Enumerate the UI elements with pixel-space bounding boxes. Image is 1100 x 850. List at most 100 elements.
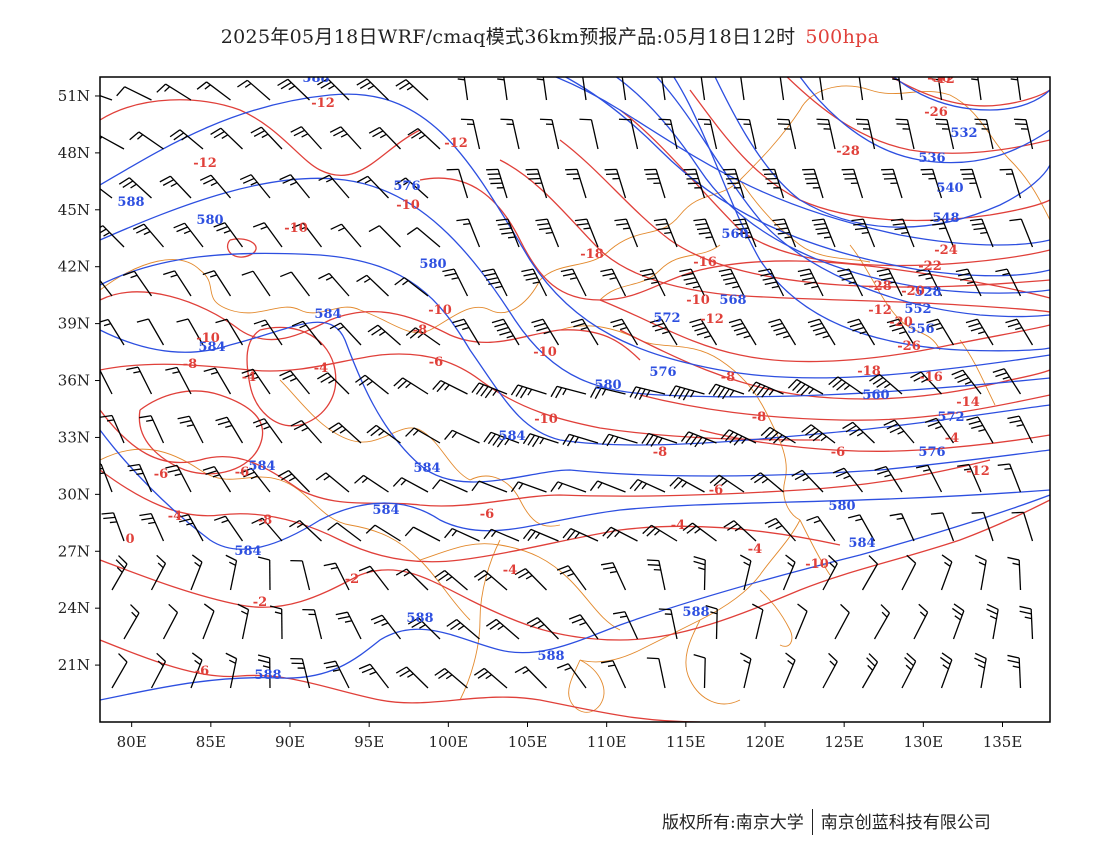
wind-barb	[368, 126, 401, 150]
temperature-contour-label: -8	[752, 410, 766, 425]
wind-barb	[834, 603, 850, 640]
coastline-border-line	[279, 379, 471, 481]
lat-label: 24N	[58, 599, 90, 617]
wind-barb	[446, 619, 480, 640]
wind-barb	[190, 652, 203, 689]
wind-barb	[406, 227, 441, 248]
wind-barb	[600, 562, 627, 591]
wind-barb	[241, 270, 271, 297]
wind-barb	[669, 476, 705, 493]
wind-barb	[723, 168, 745, 199]
height-contour-label: 588	[682, 605, 709, 620]
temperature-contour-label: -8	[258, 513, 272, 528]
height-contour-line	[564, 77, 1050, 277]
coastline-border-line	[799, 519, 831, 576]
wind-barb	[165, 366, 192, 395]
lon-label: 130E	[904, 733, 944, 751]
wind-barb	[367, 324, 401, 346]
wind-barb	[289, 519, 322, 542]
wind-barb	[1007, 654, 1022, 689]
wind-barb	[159, 175, 192, 199]
wind-barb	[257, 654, 271, 689]
wind-barb	[869, 373, 903, 395]
wind-barb	[855, 118, 876, 150]
coastline-border-line	[739, 179, 871, 263]
wind-barb	[215, 416, 244, 444]
wind-barb	[510, 481, 547, 493]
wind-barb	[473, 667, 508, 689]
wind-barb	[483, 431, 520, 448]
wind-barb	[405, 327, 441, 346]
wind-barb	[280, 271, 311, 297]
wind-barb	[279, 370, 311, 395]
wind-barb	[162, 603, 179, 640]
temperature-contour-line	[499, 159, 1050, 313]
wind-barb	[100, 414, 125, 444]
height-contour-line	[714, 77, 1050, 228]
wind-barb	[847, 318, 876, 346]
temperature-contour-label: -30	[927, 71, 951, 86]
wind-barb	[689, 318, 718, 346]
wind-barb	[213, 222, 244, 248]
wind-barb	[895, 118, 915, 150]
wind-barb	[323, 660, 350, 689]
wind-barb	[641, 432, 678, 447]
wind-barb	[257, 556, 271, 591]
wind-barb	[1005, 318, 1034, 346]
wind-barb	[782, 554, 796, 591]
wind-barb	[740, 77, 745, 101]
credit-owner: 版权所有:南京大学	[662, 813, 804, 833]
wind-barb	[392, 477, 429, 493]
wind-barb	[434, 668, 468, 689]
wind-barb	[122, 270, 153, 297]
wind-barb	[1009, 218, 1034, 248]
lon-label: 85E	[196, 733, 226, 751]
temperature-contour-line	[619, 329, 1050, 400]
wind-barb	[762, 168, 785, 199]
wind-barb	[291, 320, 323, 346]
wind-barb	[700, 77, 706, 101]
wind-barb	[203, 367, 232, 395]
temperature-contour-label: -6	[235, 465, 249, 480]
wind-barb	[404, 526, 441, 542]
coastline-border-line	[579, 519, 801, 663]
temperature-contour-label: -8	[721, 370, 735, 385]
wind-barb	[629, 478, 666, 493]
coastline-border-line	[685, 619, 741, 705]
height-contour-label: 584	[248, 459, 275, 474]
wind-barb	[797, 268, 824, 297]
height-contour-line	[892, 77, 1050, 111]
wind-barb	[861, 653, 879, 689]
wind-barb	[521, 268, 548, 297]
height-contour-label: 552	[904, 302, 931, 317]
temperature-contour-label: -18	[857, 364, 881, 379]
wind-barb	[327, 522, 362, 542]
wind-barb	[992, 368, 1022, 395]
wind-barb	[965, 318, 994, 346]
temperature-contour-line	[559, 139, 1050, 288]
lat-label: 33N	[58, 428, 90, 446]
wind-barb	[100, 279, 113, 297]
wind-barb	[708, 383, 745, 400]
wind-barb	[556, 565, 587, 591]
coastline-border-line	[459, 539, 501, 701]
wind-barb	[500, 118, 520, 150]
temperature-contour-label: -10	[396, 198, 420, 213]
wind-barb	[165, 464, 192, 493]
wind-barb	[999, 168, 1022, 199]
wind-barb	[916, 268, 943, 297]
wind-barb	[811, 218, 836, 248]
wind-barb	[602, 526, 638, 542]
wind-barb	[668, 385, 705, 401]
wind-barb	[847, 514, 876, 542]
map-frame	[99, 76, 1051, 723]
wind-barb	[621, 77, 627, 101]
wind-barb	[456, 218, 481, 248]
wind-barb	[290, 420, 322, 444]
height-contour-label: 588	[406, 611, 433, 626]
temperature-contour-label: -28	[868, 279, 892, 294]
wind-barb	[442, 268, 469, 297]
temperature-contour-label: -28	[836, 144, 860, 159]
height-contour-layer	[100, 77, 1050, 701]
